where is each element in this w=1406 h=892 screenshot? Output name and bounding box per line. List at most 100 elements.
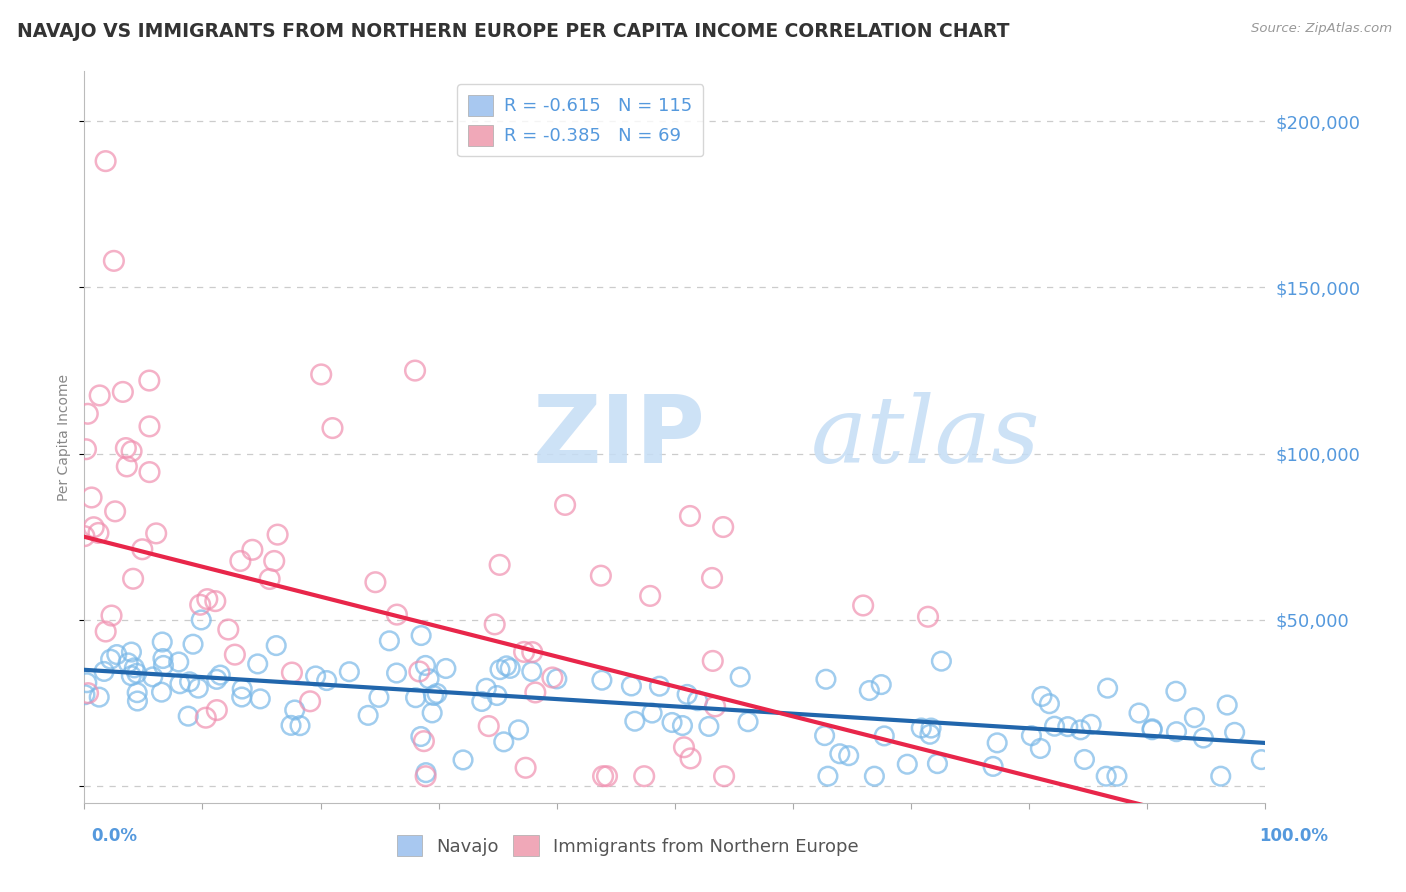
Point <box>188 598 211 612</box>
Point <box>127 694 149 708</box>
Point <box>485 689 508 703</box>
Point <box>152 651 174 665</box>
Point <box>1184 711 1206 725</box>
Point <box>873 729 896 743</box>
Point <box>187 681 209 695</box>
Point <box>524 685 547 699</box>
Point <box>77 686 100 700</box>
Point <box>986 736 1008 750</box>
Point <box>1166 724 1188 739</box>
Point <box>217 623 239 637</box>
Point <box>1097 681 1119 695</box>
Point <box>288 719 311 733</box>
Point <box>1223 725 1246 739</box>
Point <box>513 645 536 659</box>
Point <box>813 729 835 743</box>
Point <box>817 769 839 783</box>
Point <box>700 571 723 585</box>
Point <box>1080 717 1102 731</box>
Point <box>259 572 281 586</box>
Point <box>409 730 432 744</box>
Point <box>633 769 655 783</box>
Point <box>863 769 886 783</box>
Point <box>1031 690 1053 704</box>
Point <box>910 721 932 735</box>
Point <box>117 656 139 670</box>
Point <box>1038 697 1060 711</box>
Point <box>920 721 942 735</box>
Point <box>357 708 380 723</box>
Point <box>592 769 614 783</box>
Point <box>515 761 537 775</box>
Point <box>596 769 619 783</box>
Point <box>814 673 837 687</box>
Point <box>418 672 440 686</box>
Point <box>546 672 568 686</box>
Point <box>415 769 437 783</box>
Point <box>167 655 190 669</box>
Point <box>918 727 941 741</box>
Point <box>177 709 200 723</box>
Point <box>415 765 437 780</box>
Point <box>927 756 949 771</box>
Point <box>737 714 759 729</box>
Point <box>422 689 444 703</box>
Point <box>981 759 1004 773</box>
Point <box>1105 769 1128 783</box>
Point <box>1164 684 1187 698</box>
Point <box>94 624 117 639</box>
Text: Source: ZipAtlas.com: Source: ZipAtlas.com <box>1251 22 1392 36</box>
Point <box>321 421 343 435</box>
Point <box>368 690 391 705</box>
Point <box>1029 741 1052 756</box>
Point <box>1095 769 1118 783</box>
Point <box>1043 719 1066 733</box>
Point <box>100 608 122 623</box>
Point <box>240 542 263 557</box>
Point <box>190 613 212 627</box>
Point <box>89 690 111 705</box>
Point <box>499 661 522 675</box>
Point <box>195 592 218 607</box>
Point <box>125 666 148 681</box>
Point <box>1192 731 1215 745</box>
Text: NAVAJO VS IMMIGRANTS FROM NORTHERN EUROPE PER CAPITA INCOME CORRELATION CHART: NAVAJO VS IMMIGRANTS FROM NORTHERN EUROP… <box>17 22 1010 41</box>
Point <box>124 661 146 675</box>
Point <box>385 666 408 681</box>
Point <box>246 657 269 671</box>
Point <box>620 679 643 693</box>
Point <box>121 444 143 458</box>
Point <box>120 669 142 683</box>
Point <box>484 617 506 632</box>
Point <box>1250 753 1272 767</box>
Point <box>711 520 734 534</box>
Point <box>896 757 918 772</box>
Point <box>105 648 128 662</box>
Point <box>471 694 494 708</box>
Point <box>76 407 98 421</box>
Point <box>931 654 953 668</box>
Point <box>80 491 103 505</box>
Point <box>451 753 474 767</box>
Point <box>697 719 720 733</box>
Point <box>648 679 671 693</box>
Point <box>115 459 138 474</box>
Point <box>1070 723 1092 737</box>
Point <box>1140 723 1163 737</box>
Point <box>115 441 138 455</box>
Point <box>713 769 735 783</box>
Point <box>404 363 426 377</box>
Point <box>492 735 515 749</box>
Point <box>495 658 517 673</box>
Point <box>150 635 173 649</box>
Text: 0.0%: 0.0% <box>91 827 138 845</box>
Point <box>131 542 153 557</box>
Point <box>179 674 201 689</box>
Point <box>194 711 217 725</box>
Point <box>1021 729 1043 743</box>
Point <box>87 525 110 540</box>
Point <box>75 442 97 457</box>
Point <box>520 665 543 679</box>
Point <box>661 715 683 730</box>
Point <box>408 665 430 679</box>
